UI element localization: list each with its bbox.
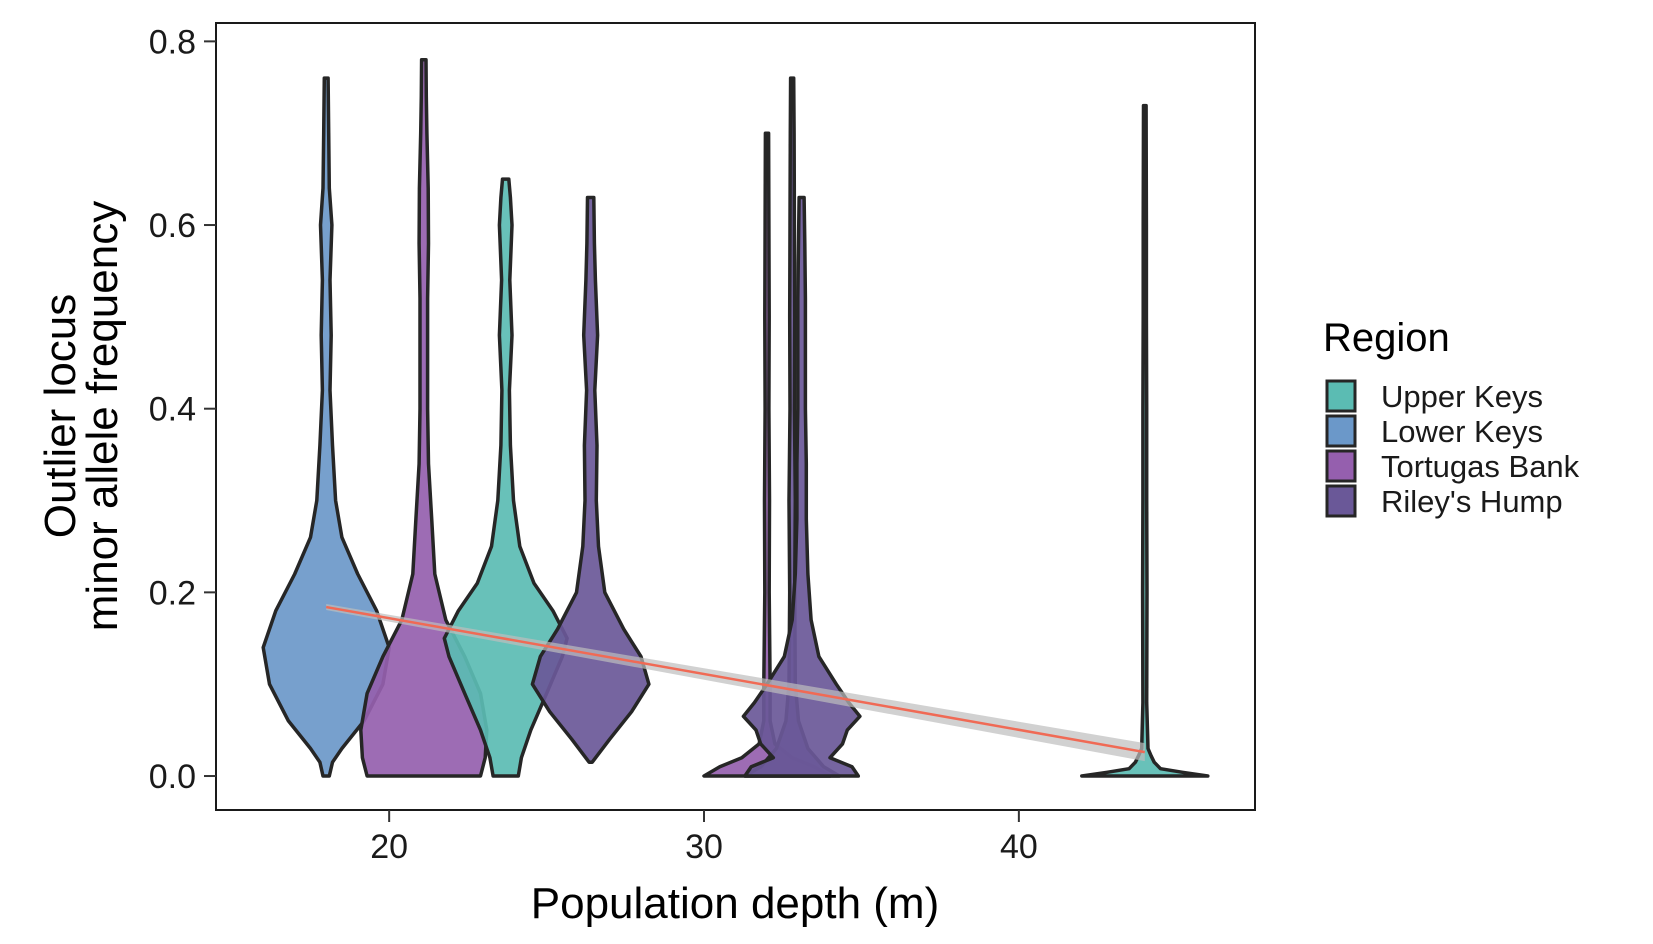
violins (261, 57, 1210, 778)
y-axis-title-line2: minor allele frequency (78, 201, 127, 631)
plot-panel (215, 22, 1256, 811)
violin-lower-keys-18 (261, 76, 391, 778)
legend-swatch (1325, 414, 1357, 448)
y-axis: 0.0 0.2 0.4 0.6 0.8 (149, 23, 216, 796)
legend-swatch (1325, 484, 1357, 518)
x-tick-label: 30 (685, 828, 723, 866)
y-tick-label: 0.6 (149, 207, 196, 245)
y-tick-label: 0.2 (149, 574, 196, 612)
x-axis-title: Population depth (m) (531, 879, 939, 928)
trend (325, 604, 1146, 762)
y-tick-label: 0.0 (149, 758, 196, 796)
legend-label: Upper Keys (1381, 379, 1543, 414)
legend-label: Tortugas Bank (1381, 449, 1580, 484)
violin-riley-s-hump-26.4 (530, 195, 651, 764)
x-axis: 20 30 40 (370, 810, 1038, 866)
y-axis-title-line1: Outlier locus (36, 294, 85, 539)
x-tick-label: 40 (1000, 828, 1038, 866)
y-tick-label: 0.4 (149, 391, 196, 429)
violin-upper-keys-23.7 (442, 177, 569, 778)
legend-swatch (1325, 449, 1357, 483)
y-tick-label: 0.8 (149, 23, 196, 61)
violin-upper-keys-44 (1080, 103, 1210, 778)
violin-tortugas-bank-21.1 (359, 57, 489, 778)
legend-title: Region (1323, 316, 1450, 360)
legend-label: Riley's Hump (1381, 484, 1563, 519)
legend-swatch (1325, 379, 1357, 413)
legend-label: Lower Keys (1381, 414, 1543, 449)
trend-line (325, 605, 1146, 754)
x-tick-label: 20 (370, 828, 408, 866)
